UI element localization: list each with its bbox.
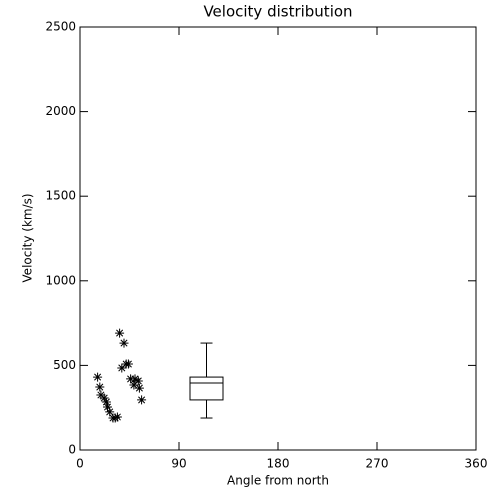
x-tick-label: 180 [267, 457, 290, 471]
point [117, 363, 127, 373]
point [119, 338, 129, 348]
y-axis-label: Velocity (km/s) [21, 193, 35, 282]
point [110, 413, 120, 423]
point [99, 393, 109, 403]
point [115, 328, 125, 338]
x-axis-label: Angle from north [227, 474, 329, 488]
point [134, 383, 144, 393]
y-tick-label: 2000 [45, 104, 76, 118]
x-tick-label: 270 [366, 457, 389, 471]
y-tick-label: 500 [53, 358, 76, 372]
point [129, 380, 139, 390]
y-tick-label: 1500 [45, 189, 76, 203]
point [112, 412, 122, 422]
x-tick-label: 360 [465, 457, 488, 471]
box [189, 376, 224, 401]
point [105, 407, 115, 417]
point [133, 376, 143, 386]
y-tick-label: 2500 [45, 20, 76, 34]
x-tick-label: 90 [171, 457, 186, 471]
x-tick-label: 0 [76, 457, 84, 471]
chart-title: Velocity distribution [203, 3, 352, 21]
point [101, 397, 111, 407]
point [137, 395, 147, 405]
point [103, 402, 112, 412]
point [95, 382, 105, 392]
y-tick-label: 1000 [45, 273, 76, 287]
box-plot [189, 342, 224, 419]
point [123, 359, 133, 369]
y-tick-label: 0 [68, 443, 76, 457]
point [93, 372, 103, 382]
point [130, 374, 140, 384]
